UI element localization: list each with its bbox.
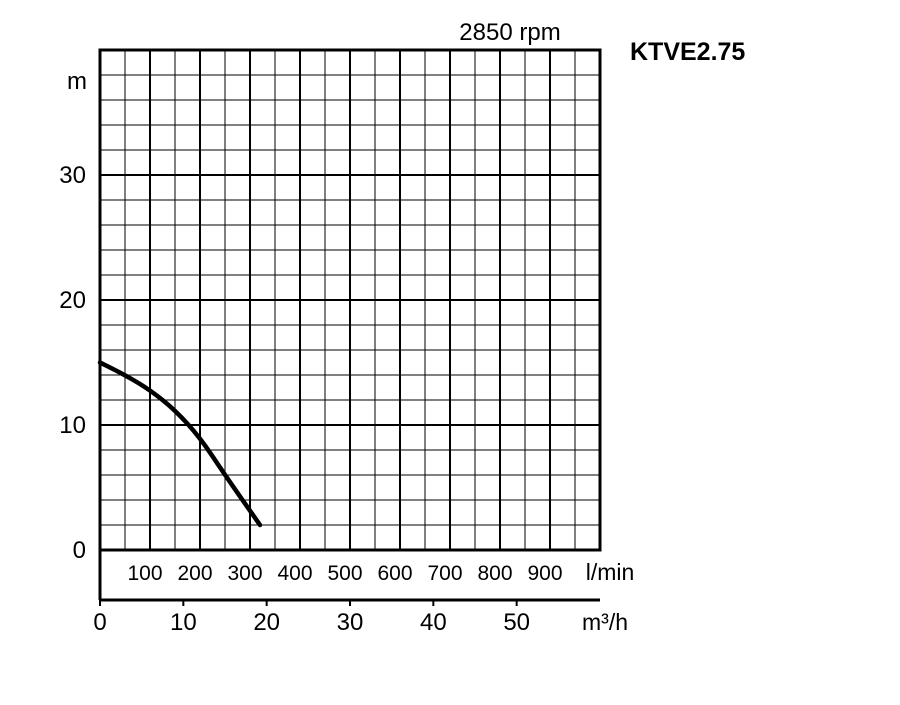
flow-lmin-tick-label: 200 [177,562,212,585]
flow-lmin-tick-label: 800 [477,562,512,585]
y-tick-label: 20 [59,287,86,314]
m3h-tick-label: 20 [253,609,280,636]
y-tick-label: 30 [59,162,86,189]
m3h-tick-label: 10 [170,609,197,636]
flow-lmin-tick-label: 300 [227,562,262,585]
flow-m3h-unit: m³/h [582,609,628,635]
m3h-tick-label: 50 [503,609,530,636]
flow-lmin-tick-label: 600 [377,562,412,585]
flow-lmin-tick-label: 100 [127,562,162,585]
model-title: KTVE2.75 [630,38,745,66]
labels: 2850 rpm KTVE2.75 m l/min m³/h [67,19,745,635]
tick-labels: 0 10 20 30 100 200 300 400 500 600 700 800 900 0 10 20 3… [59,162,562,636]
major-grid [100,50,600,550]
flow-lmin-tick-label: 400 [277,562,312,585]
m3h-tick-label: 40 [420,609,447,636]
flow-lmin-tick-label: 900 [527,562,562,585]
plot-border [98,48,602,552]
y-tick-label: 10 [59,412,86,439]
flow-lmin-tick-label: 500 [327,562,362,585]
speed-label: 2850 rpm [459,19,560,46]
m3h-tick-label: 0 [93,609,106,636]
y-axis-unit: m [67,68,87,95]
y-tick-label: 0 [73,537,86,564]
pump-performance-curve [97,360,263,528]
flow-lmin-tick-label: 700 [427,562,462,585]
curve-layer [97,360,263,528]
flow-lmin-unit: l/min [586,559,635,585]
m3h-tick-label: 30 [337,609,364,636]
